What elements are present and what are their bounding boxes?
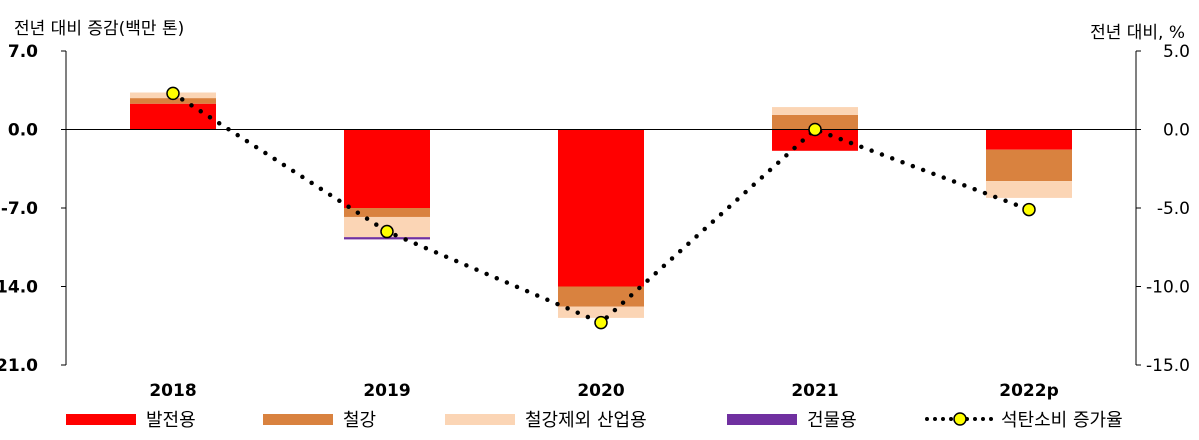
- bar-2020-series-2: [558, 306, 644, 318]
- x-tick-label: 2018: [149, 381, 196, 400]
- x-tick-label: 2021: [791, 381, 838, 400]
- right-tick-label: 5.0: [1163, 42, 1190, 62]
- bar-layer: [130, 92, 1072, 318]
- right-tick-label: -15.0: [1146, 356, 1190, 376]
- legend-label-steel: 철강: [343, 410, 377, 431]
- legend-label-power: 발전용: [146, 410, 196, 431]
- legend-item-building: 건물용: [727, 404, 857, 434]
- bar-2020-series-0: [558, 129, 644, 287]
- coal-growth-point-2020: [594, 315, 608, 330]
- legend-label-coal-growth: 석탄소비 증가율: [1001, 410, 1123, 431]
- legend-item-industry: 철강제외 산업용: [445, 404, 647, 434]
- coal-growth-point-2022p: [1022, 202, 1036, 217]
- bar-2021-series-2: [772, 107, 858, 115]
- coal-growth-point-2021: [808, 122, 822, 137]
- left-tick-label: -7.0: [1, 199, 38, 219]
- left-axis-title: 전년 대비 증감(백만 톤): [14, 19, 185, 39]
- legend-swatch-steel: [263, 413, 333, 425]
- legend-item-steel: 철강: [263, 404, 376, 434]
- chart-canvas: 7.0 0.0 -7.0 - 14.0 - 21.0 5.0 0.0 -5.0 -10.0 -15…: [0, 42, 1190, 400]
- legend-label-building: 건물용: [807, 410, 857, 431]
- x-tick-label: 2020: [577, 381, 624, 400]
- coal-growth-point-2018: [166, 86, 180, 101]
- line-layer: [166, 86, 1036, 330]
- right-tick-label: -5.0: [1157, 199, 1190, 219]
- bar-2022p-series-1: [986, 149, 1072, 182]
- bar-2021-series-1: [772, 114, 858, 130]
- left-tick-label: - 21.0: [0, 356, 38, 376]
- legend-label-industry: 철강제외 산업용: [525, 410, 647, 431]
- left-tick-label: 7.0: [8, 42, 38, 62]
- right-tick-label: -10.0: [1146, 278, 1190, 298]
- legend-swatch-power: [66, 413, 136, 425]
- bar-2018-series-0: [130, 103, 216, 130]
- bar-2022p-series-2: [986, 181, 1072, 198]
- coal-growth-point-2019: [380, 224, 394, 239]
- legend-swatch-industry: [445, 413, 515, 425]
- bar-2021-series-0: [772, 129, 858, 151]
- bar-2019-series-1: [344, 208, 430, 217]
- legend: 발전용 철강 철강제외 산업용 건물용 석탄소비 증가율: [0, 404, 1199, 434]
- legend-swatch-building: [727, 413, 797, 425]
- right-tick-label: 0.0: [1163, 121, 1190, 141]
- bar-2019-series-0: [344, 129, 430, 208]
- bar-2022p-series-0: [986, 129, 1072, 150]
- right-axis-title: 전년 대비, %: [1090, 23, 1185, 43]
- x-tick-label: 2019: [363, 381, 410, 400]
- left-tick-label: 0.0: [8, 121, 38, 141]
- legend-item-power: 발전용: [66, 404, 196, 434]
- bar-2018-series-1: [130, 98, 216, 104]
- left-tick-label: - 14.0: [0, 278, 38, 298]
- axes-layer: 7.0 0.0 -7.0 - 14.0 - 21.0 5.0 0.0 -5.0 -10.0 -15…: [0, 42, 1190, 400]
- legend-item-coal-growth: 석탄소비 증가율: [925, 404, 1123, 434]
- x-tick-label: 2022p: [999, 381, 1058, 400]
- legend-line-marker: [925, 412, 995, 426]
